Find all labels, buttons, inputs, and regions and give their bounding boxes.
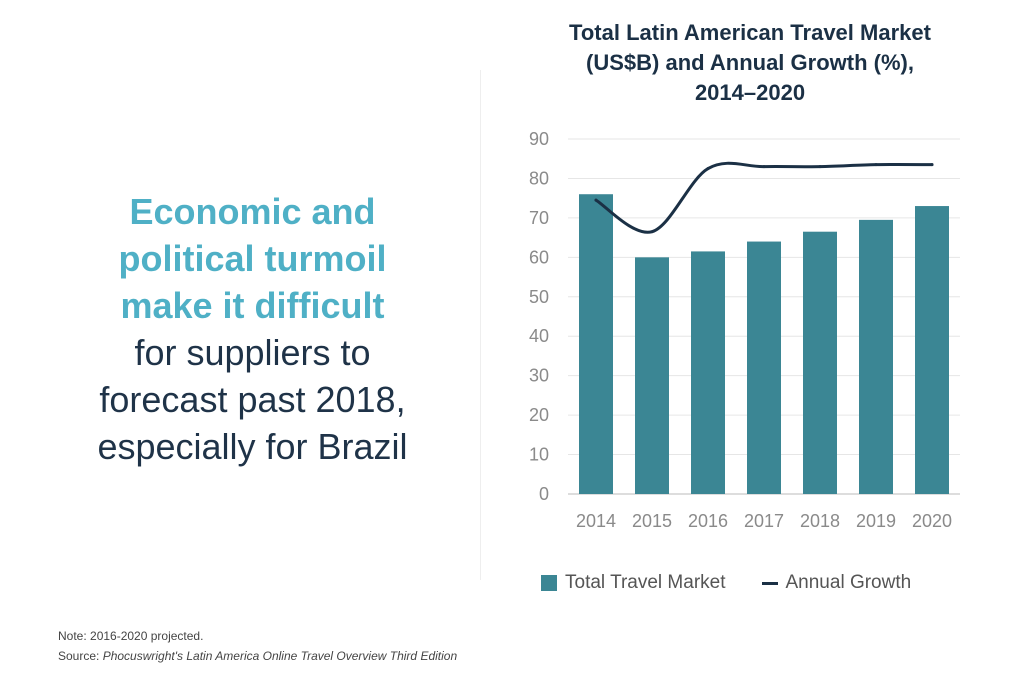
- headline-body-line: for suppliers to: [134, 332, 371, 373]
- x-tick-label: 2019: [856, 511, 896, 531]
- panel-divider: [480, 70, 481, 580]
- y-tick-label: 80: [529, 168, 549, 188]
- legend-label: Annual Growth: [785, 572, 912, 593]
- bar: [915, 206, 949, 495]
- y-tick-label: 70: [529, 208, 549, 228]
- y-tick-label: 40: [529, 326, 549, 346]
- footnote-source: Source: Phocuswright's Latin America Onl…: [58, 646, 457, 666]
- growth-point: [874, 163, 878, 167]
- headline-highlight-line: political turmoil: [118, 238, 387, 279]
- headline-highlight-line: Economic and: [129, 191, 376, 232]
- legend-swatch-line: [761, 581, 778, 585]
- growth-point: [594, 198, 598, 202]
- headline-highlight-line: make it difficult: [120, 285, 385, 326]
- bar: [691, 251, 725, 494]
- y-tick-label: 30: [529, 366, 549, 386]
- y-tick-label: 60: [529, 247, 549, 267]
- chart-legend: Total Travel Market Annual Growth: [541, 571, 911, 595]
- chart-title: Total Latin American Travel Market (US$B…: [520, 18, 980, 108]
- headline-body-line: forecast past 2018,: [99, 379, 406, 420]
- bar: [803, 231, 837, 494]
- headline-body-line: especially for Brazil: [97, 426, 408, 467]
- growth-point: [706, 167, 710, 171]
- growth-point: [818, 165, 822, 169]
- growth-point: [762, 165, 766, 169]
- bar: [859, 219, 893, 494]
- x-tick-label: 2016: [688, 511, 728, 531]
- legend-swatch-bar: [541, 575, 557, 591]
- chart-title-line: 2014–2020: [694, 80, 806, 105]
- footnote-source-prefix: Source:: [58, 649, 103, 663]
- y-tick-label: 50: [529, 287, 549, 307]
- y-tick-label: 90: [529, 129, 549, 149]
- footnote-note: Note: 2016-2020 projected.: [58, 629, 204, 643]
- y-tick-label: 0: [539, 484, 549, 504]
- legend-item-line: Annual Growth: [761, 572, 912, 594]
- footnote-source-title: Phocuswright's Latin America Online Trav…: [102, 649, 458, 663]
- headline: Economic and political turmoil make it d…: [40, 188, 465, 470]
- legend-item-bar: Total Travel Market: [541, 572, 726, 594]
- y-tick-label: 20: [529, 405, 549, 425]
- growth-point: [650, 230, 654, 234]
- bar: [635, 257, 669, 494]
- x-tick-label: 2018: [800, 511, 840, 531]
- chart-title-line: Total Latin American Travel Market: [569, 20, 931, 45]
- bar: [747, 241, 781, 494]
- footnote: Note: 2016-2020 projected. Source: Phocu…: [58, 626, 457, 666]
- x-tick-label: 2015: [632, 511, 672, 531]
- legend-label: Total Travel Market: [565, 572, 726, 593]
- bar: [579, 194, 613, 494]
- growth-point: [930, 163, 934, 167]
- y-tick-label: 10: [529, 445, 549, 465]
- chart-title-line: (US$B) and Annual Growth (%),: [586, 50, 914, 75]
- x-tick-label: 2017: [744, 511, 784, 531]
- x-tick-label: 2020: [912, 511, 952, 531]
- x-tick-label: 2014: [576, 511, 616, 531]
